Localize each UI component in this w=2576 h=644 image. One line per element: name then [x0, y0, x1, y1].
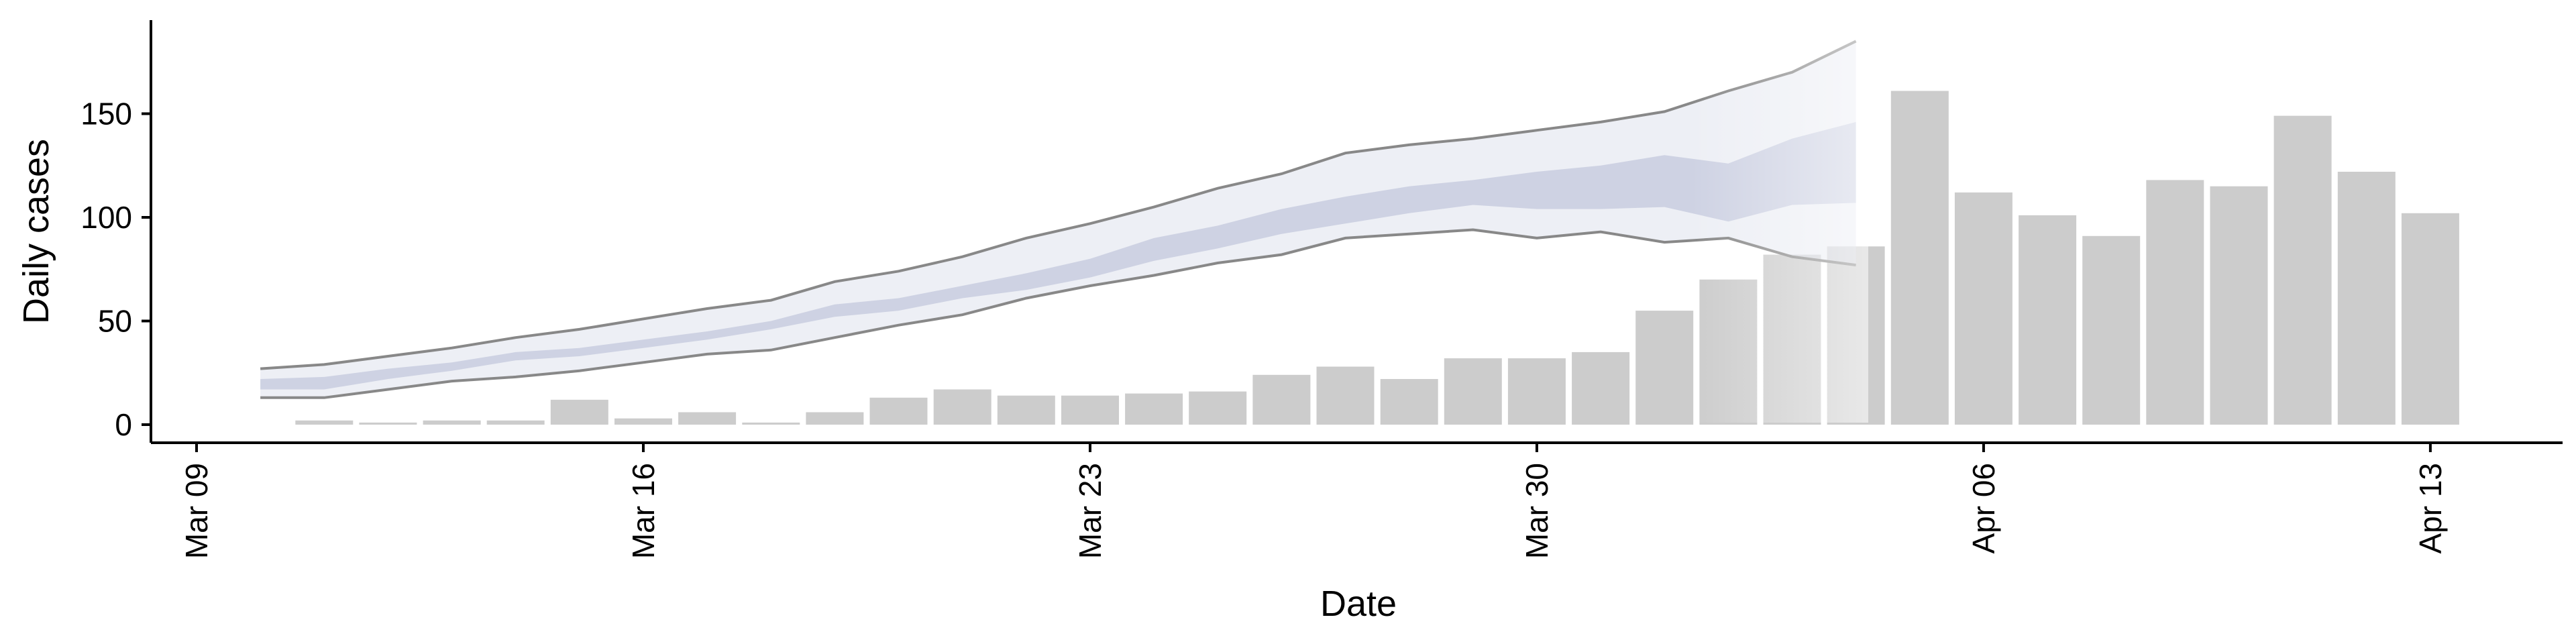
bar-2020-04-06	[1954, 192, 2012, 425]
bar-2020-03-17	[678, 412, 737, 425]
bar-2020-04-11	[2273, 115, 2332, 425]
bar-2020-03-19	[806, 412, 864, 425]
bar-2020-03-26	[1252, 374, 1311, 425]
bar-2020-04-08	[2082, 235, 2141, 425]
bar-2020-03-30	[1507, 358, 1566, 425]
bar-2020-03-21	[933, 389, 991, 425]
bar-2020-03-29	[1444, 358, 1502, 425]
bar-2020-04-01	[1635, 311, 1694, 425]
y-tick-label-150: 150	[80, 97, 132, 131]
estimate-fade-overlay	[1690, 20, 1868, 423]
x-tick-label-2020-04-13: Apr 13	[2413, 463, 2448, 554]
x-tick-label-2020-03-23: Mar 23	[1073, 463, 1108, 559]
axes-layer	[142, 20, 2563, 452]
bar-2020-03-24	[1125, 393, 1183, 425]
bar-2020-04-07	[2019, 215, 2077, 425]
bar-2020-03-18	[742, 422, 800, 425]
lower-bound-line	[260, 228, 1856, 399]
bar-2020-03-15	[550, 399, 608, 425]
estimate-band-layer	[260, 20, 1868, 423]
x-axis-title: Date	[1320, 584, 1397, 624]
bars-layer	[295, 91, 2459, 425]
y-tick-label-50: 50	[98, 304, 132, 339]
bar-2020-03-31	[1572, 352, 1630, 425]
bar-2020-04-12	[2337, 172, 2396, 425]
x-tick-label-2020-04-06: Apr 06	[1966, 463, 2001, 554]
bar-2020-03-11	[295, 420, 354, 425]
bar-2020-03-14	[486, 420, 545, 425]
bar-2020-03-16	[614, 418, 672, 425]
x-tick-label-2020-03-09: Mar 09	[179, 463, 214, 559]
bar-2020-04-10	[2210, 186, 2268, 425]
bar-2020-04-09	[2146, 180, 2204, 425]
outer-interval-area	[260, 41, 1856, 398]
y-axis-title: Daily cases	[16, 139, 56, 324]
bar-2020-03-20	[869, 397, 928, 425]
bar-2020-03-12	[359, 422, 417, 425]
inner-interval-area	[260, 121, 1856, 390]
bar-2020-03-28	[1380, 379, 1438, 425]
bar-2020-04-13	[2401, 213, 2459, 425]
x-tick-label-2020-03-30: Mar 30	[1519, 463, 1554, 559]
bar-2020-04-05	[1890, 91, 1949, 425]
bar-2020-03-22	[997, 395, 1055, 425]
bar-2020-03-25	[1189, 391, 1247, 425]
bar-2020-03-23	[1061, 395, 1119, 425]
y-tick-label-0: 0	[115, 407, 132, 442]
y-tick-label-100: 100	[80, 200, 132, 235]
bar-2020-03-13	[423, 420, 481, 425]
x-tick-label-2020-03-16: Mar 16	[626, 463, 661, 559]
upper-bound-line	[260, 40, 1857, 370]
labels-layer: 0 50 100 150 Mar 09 Mar 16 Mar 23 Mar 30 Apr 06 A…	[80, 97, 2448, 559]
bar-2020-03-27	[1316, 366, 1375, 425]
